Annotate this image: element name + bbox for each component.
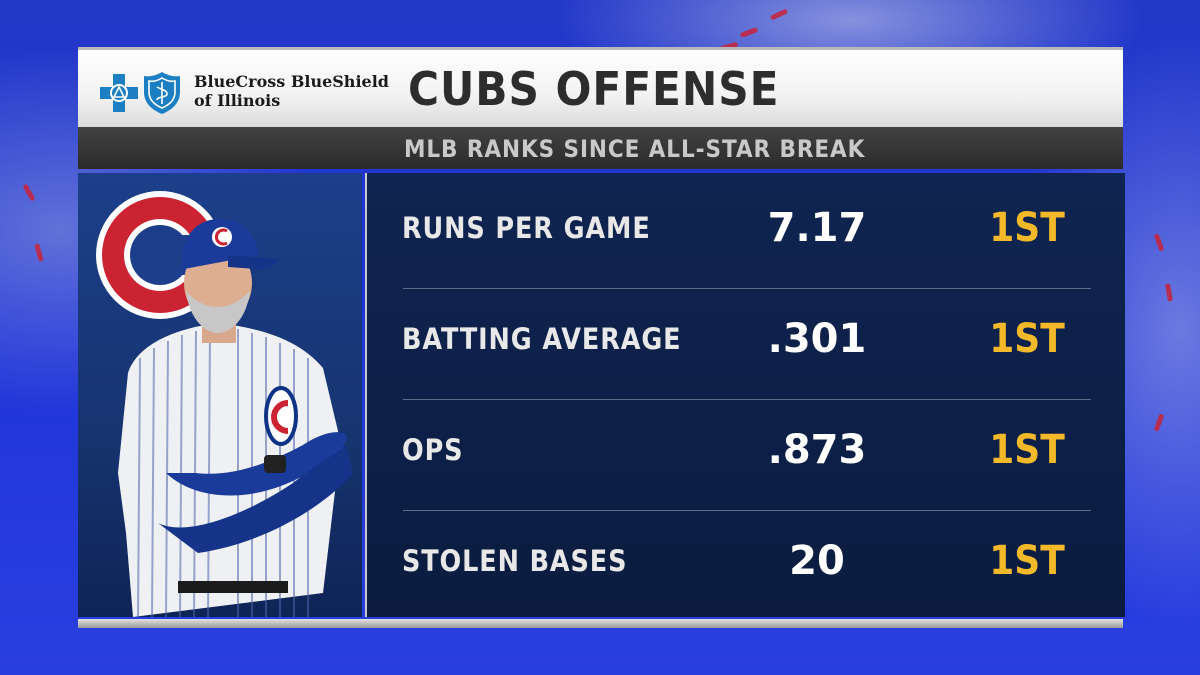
stat-label: OPS [402,433,464,467]
player-photo-panel [78,173,362,617]
sponsor-line1: BlueCross BlueShield [194,72,389,91]
row-divider [403,510,1091,511]
stat-row: BATTING AVERAGE .301 1ST [367,284,1125,394]
row-divider [403,399,1091,400]
stat-row: OPS .873 1ST [367,395,1125,505]
graphic-title: CUBS OFFENSE [408,62,780,116]
footer-bar [78,619,1123,628]
stat-label: BATTING AVERAGE [402,322,682,356]
stats-table: RUNS PER GAME 7.17 1ST BATTING AVERAGE .… [365,173,1125,617]
stat-label: STOLEN BASES [402,544,628,578]
stat-rank: 1ST [989,427,1065,473]
stat-value: 20 [789,538,845,584]
stat-rank: 1ST [989,316,1065,362]
bluecross-icon [100,74,138,112]
stat-row: RUNS PER GAME 7.17 1ST [367,173,1125,283]
blueshield-icon [144,72,180,114]
stat-row: STOLEN BASES 20 1ST [367,506,1125,616]
stat-label: RUNS PER GAME [402,211,651,245]
player-photo [96,191,353,617]
stats-graphic: BlueCross BlueShield of Illinois CUBS OF… [78,47,1125,630]
stat-rank: 1ST [989,205,1065,251]
sponsor-logo: BlueCross BlueShield of Illinois [100,68,389,116]
header-bar: BlueCross BlueShield of Illinois CUBS OF… [78,47,1123,127]
stat-value: .873 [767,427,867,473]
stat-value: 7.17 [767,205,867,251]
stat-rank: 1ST [989,538,1065,584]
sponsor-line2: of Illinois [194,91,281,110]
row-divider [403,288,1091,289]
graphic-subtitle: MLB RANKS SINCE ALL-STAR BREAK [404,135,866,163]
subheader-bar: MLB RANKS SINCE ALL-STAR BREAK [78,127,1123,169]
stat-value: .301 [767,316,867,362]
